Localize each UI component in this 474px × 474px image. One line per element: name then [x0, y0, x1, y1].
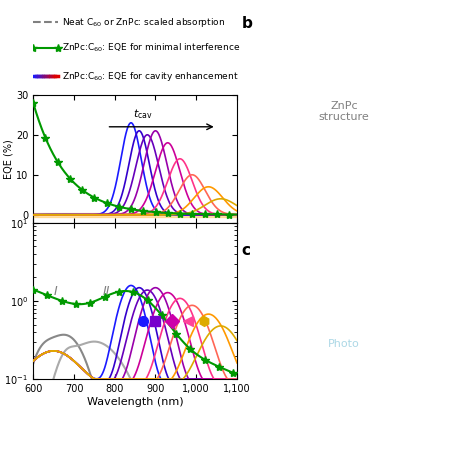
- Text: Photo: Photo: [328, 338, 360, 349]
- Text: c: c: [242, 244, 251, 258]
- Y-axis label: EQE (%): EQE (%): [3, 139, 13, 179]
- Text: I: I: [54, 285, 57, 298]
- Bar: [33, 213, 237, 217]
- Text: ZnPc:C$_{60}$: EQE for cavity enhancement: ZnPc:C$_{60}$: EQE for cavity enhancemen…: [62, 70, 238, 82]
- Text: Neat C$_{60}$ or ZnPc: scaled absorption: Neat C$_{60}$ or ZnPc: scaled absorption: [62, 16, 225, 29]
- Text: $t_{\rm cav}$: $t_{\rm cav}$: [133, 107, 153, 121]
- Text: II: II: [102, 285, 110, 298]
- Text: b: b: [242, 16, 253, 31]
- Text: ZnPc:C$_{60}$: EQE for minimal interference: ZnPc:C$_{60}$: EQE for minimal interfere…: [62, 42, 240, 54]
- X-axis label: Wavelength (nm): Wavelength (nm): [87, 397, 183, 407]
- Text: ZnPc
structure: ZnPc structure: [319, 100, 370, 122]
